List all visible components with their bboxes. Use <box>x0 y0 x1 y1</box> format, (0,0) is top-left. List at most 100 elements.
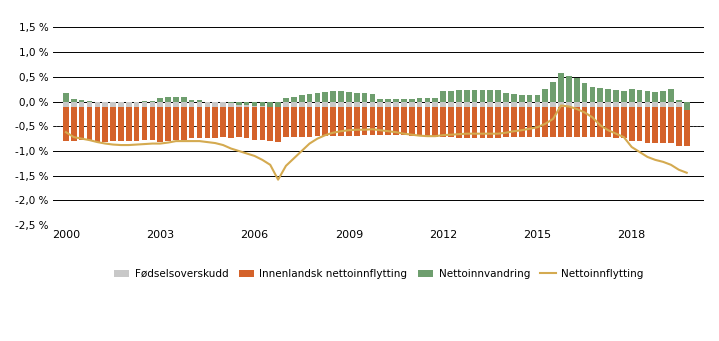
Bar <box>637 107 642 141</box>
Bar <box>676 100 682 102</box>
Bar <box>660 107 666 143</box>
Bar <box>370 102 375 107</box>
Bar <box>605 102 611 107</box>
Bar <box>645 107 650 143</box>
Bar <box>228 102 234 103</box>
Bar <box>621 107 627 138</box>
Bar <box>417 102 422 107</box>
Bar <box>267 102 273 107</box>
Bar <box>63 107 69 141</box>
Bar <box>299 107 305 137</box>
Bar <box>684 102 690 110</box>
Bar <box>401 99 407 102</box>
Bar <box>346 102 352 107</box>
Bar <box>181 102 187 107</box>
Bar <box>456 90 462 102</box>
Bar <box>63 93 69 102</box>
Bar <box>535 95 540 102</box>
Bar <box>189 102 195 107</box>
Bar <box>71 99 77 102</box>
Bar <box>550 107 556 137</box>
Bar <box>314 102 320 107</box>
Bar <box>574 107 580 137</box>
Bar <box>495 102 501 107</box>
Bar <box>511 102 517 107</box>
Bar <box>79 107 84 139</box>
Bar <box>417 107 422 136</box>
Bar <box>283 98 289 102</box>
Bar <box>550 102 556 107</box>
Bar <box>110 102 116 107</box>
Bar <box>432 102 438 107</box>
Bar <box>527 102 532 107</box>
Bar <box>417 98 422 102</box>
Bar <box>590 87 595 102</box>
Bar <box>590 107 595 137</box>
Bar <box>299 95 305 102</box>
Bar <box>362 102 367 107</box>
Bar <box>645 102 650 107</box>
Bar <box>181 97 187 102</box>
Bar <box>676 102 682 107</box>
Bar <box>558 102 564 107</box>
Bar <box>613 107 619 138</box>
Bar <box>393 107 399 135</box>
Bar <box>71 107 77 141</box>
Bar <box>519 102 525 107</box>
Bar <box>228 102 234 107</box>
Bar <box>94 102 100 107</box>
Bar <box>480 102 485 107</box>
Bar <box>432 107 438 137</box>
Bar <box>511 94 517 102</box>
Bar <box>142 101 147 102</box>
Bar <box>503 93 509 102</box>
Bar <box>150 102 155 107</box>
Bar <box>338 107 344 136</box>
Bar <box>535 107 540 137</box>
Bar <box>244 107 249 138</box>
Bar <box>275 107 281 142</box>
Bar <box>354 107 360 136</box>
Bar <box>330 102 336 107</box>
Bar <box>110 107 116 141</box>
Bar <box>299 102 305 107</box>
Bar <box>597 102 603 107</box>
Legend: Fødselsoverskudd, Innenlandsk nettoinnflytting, Nettoinnvandring, Nettoinnflytti: Fødselsoverskudd, Innenlandsk nettoinnfl… <box>109 265 648 283</box>
Bar <box>425 107 430 137</box>
Bar <box>252 102 257 106</box>
Bar <box>370 107 375 135</box>
Bar <box>307 94 312 102</box>
Bar <box>102 107 108 142</box>
Bar <box>197 102 202 107</box>
Bar <box>79 100 84 102</box>
Bar <box>472 107 477 138</box>
Bar <box>291 102 297 107</box>
Bar <box>150 107 155 139</box>
Bar <box>574 102 580 107</box>
Bar <box>173 97 179 102</box>
Bar <box>393 99 399 102</box>
Bar <box>401 102 407 107</box>
Bar <box>252 102 257 107</box>
Bar <box>558 73 564 102</box>
Bar <box>409 99 415 102</box>
Bar <box>244 102 249 105</box>
Bar <box>157 98 163 102</box>
Bar <box>487 107 493 138</box>
Bar <box>527 107 532 137</box>
Bar <box>432 98 438 102</box>
Bar <box>236 107 242 137</box>
Bar <box>377 99 383 102</box>
Bar <box>173 107 179 139</box>
Bar <box>503 102 509 107</box>
Bar <box>542 107 548 137</box>
Bar <box>71 102 77 107</box>
Bar <box>645 91 650 102</box>
Bar <box>456 107 462 138</box>
Bar <box>87 101 92 102</box>
Bar <box>550 82 556 102</box>
Bar <box>613 102 619 107</box>
Bar <box>354 102 360 107</box>
Bar <box>322 92 328 102</box>
Bar <box>464 107 470 138</box>
